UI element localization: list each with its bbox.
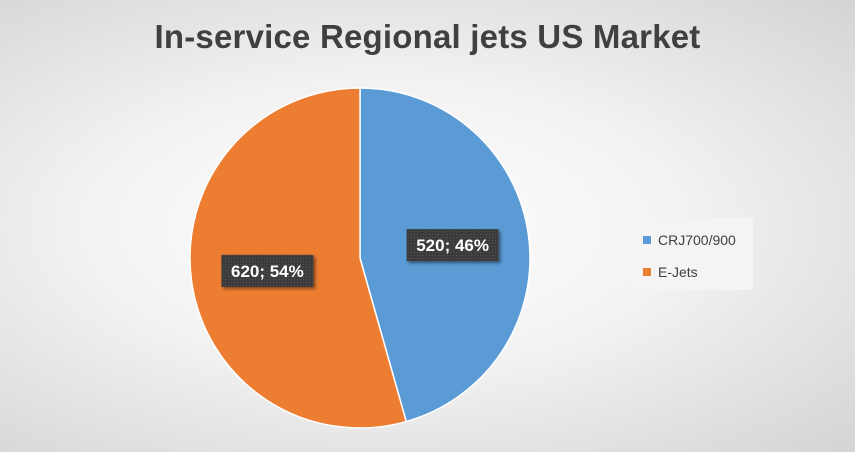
svg-text:620; 54%: 620; 54% <box>231 262 304 281</box>
legend-swatch-e-jets <box>643 268 651 276</box>
legend-swatch-crj700-900 <box>643 236 651 244</box>
svg-text:520; 46%: 520; 46% <box>416 236 489 255</box>
legend-item-e-jets: E-Jets <box>643 260 753 284</box>
chart-title: In-service Regional jets US Market <box>154 18 701 55</box>
legend-label-e-jets: E-Jets <box>658 264 698 280</box>
legend-item-crj700-900: CRJ700/900 <box>643 228 753 252</box>
legend: CRJ700/900 E-Jets <box>633 218 753 290</box>
data-label-crj700-900: 520; 46% <box>406 229 499 262</box>
legend-label-crj700-900: CRJ700/900 <box>658 232 736 248</box>
data-label-e-jets: 620; 54% <box>221 254 314 287</box>
